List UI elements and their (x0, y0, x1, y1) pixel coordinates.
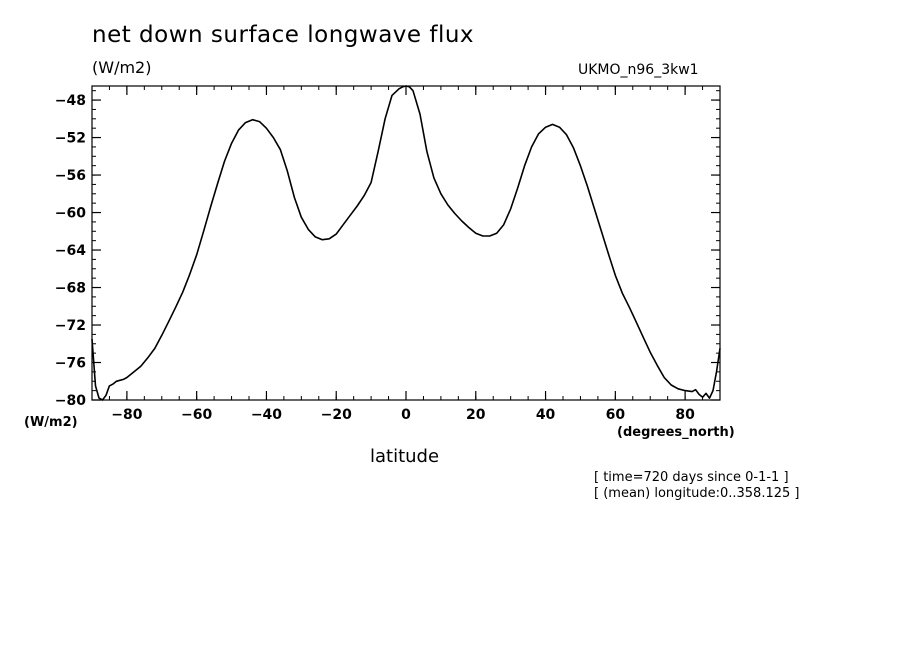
y-tick-label: −48 (55, 93, 86, 109)
x-tick-label: 60 (606, 407, 626, 423)
y-tick-label: −52 (55, 131, 86, 147)
x-tick-label: 20 (466, 407, 486, 423)
x-tick-label: 0 (401, 407, 411, 423)
y-tick-label: −68 (55, 281, 86, 297)
x-tick-label: −80 (111, 407, 142, 423)
x-tick-label: 40 (536, 407, 556, 423)
y-tick-label: −76 (55, 356, 86, 372)
y-tick-label: −64 (55, 243, 86, 259)
tick-group (91, 86, 721, 401)
tick-label-group: −80 −60 −40 −20 0 20 40 60 80 −48 −52 −56 −60 −64 −68 −… (55, 93, 695, 423)
dataset-label: UKMO_n96_3kw1 (578, 62, 699, 78)
chart-title: net down surface longwave flux (92, 22, 475, 48)
y-units-label: (W/m2) (24, 415, 78, 430)
time-note: [ time=720 days since 0-1-1 ] (594, 470, 789, 485)
y-tick-label: −72 (55, 318, 86, 334)
plot-frame (91, 85, 721, 401)
x-tick-label: 80 (675, 407, 695, 423)
x-tick-label: −60 (181, 407, 212, 423)
x-axis-label: latitude (370, 446, 440, 467)
x-tick-label: −40 (251, 407, 282, 423)
x-units-label: (degrees_north) (617, 425, 735, 440)
longitude-note: [ (mean) longitude:0..358.125 ] (594, 486, 800, 501)
y-tick-label: −60 (55, 206, 86, 222)
x-tick-label: −20 (321, 407, 352, 423)
y-tick-label: −56 (55, 168, 86, 184)
series-line (91, 85, 721, 401)
y-axis-label: (W/m2) (92, 58, 152, 77)
y-tick-label: −80 (55, 393, 86, 409)
